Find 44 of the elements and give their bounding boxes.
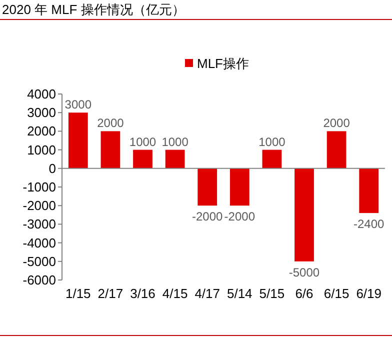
x-tick-label: 5/14 [226,286,252,301]
bar [294,168,314,262]
bar [262,150,282,168]
x-tick-label: 4/17 [194,286,220,301]
bar [133,150,152,168]
y-tick-label: 4000 [27,86,56,102]
data-label: 1000 [258,134,286,149]
y-tick-label: 1000 [27,142,56,158]
y-tick-label: 0 [48,160,56,176]
data-label: 1000 [162,134,189,149]
data-label: 2000 [97,116,124,130]
x-tick-label: 4/15 [162,286,188,301]
y-tick-label: 3000 [27,105,56,120]
legend: MLF操作 [185,56,249,71]
x-tick-label: 2/17 [98,286,124,301]
bar [326,131,346,168]
x-tick-label: 5/15 [259,286,285,301]
x-tick-label: 3/16 [130,286,156,301]
data-label: -2400 [354,217,385,232]
data-label: 1000 [129,134,156,149]
bar [230,168,250,206]
data-label: -5000 [288,265,320,280]
y-tick-label: -2000 [22,198,56,214]
chart-title: 2020 年 MLF 操作情况（亿元） [2,2,185,17]
x-tick-label: 6/6 [295,286,314,301]
data-label: -2000 [224,210,256,224]
y-tick-label: -3000 [22,216,56,232]
bar [100,131,120,168]
x-tick-label: 1/15 [65,286,91,301]
y-tick-label: -4000 [22,235,56,250]
data-label: -2000 [192,210,224,224]
legend-label: MLF操作 [197,56,249,71]
data-label: 2000 [323,116,350,130]
bar [198,168,218,206]
y-tick-label: -6000 [22,272,56,288]
y-tick-label: -1000 [22,180,56,194]
bar [68,112,88,168]
bar [165,150,185,168]
y-tick-label: 2000 [27,124,56,139]
bar [359,168,379,214]
y-tick-label: -5000 [22,254,56,269]
x-tick-label: 6/15 [324,286,350,301]
data-label: 3000 [64,98,92,112]
x-tick-label: 6/19 [356,286,382,301]
